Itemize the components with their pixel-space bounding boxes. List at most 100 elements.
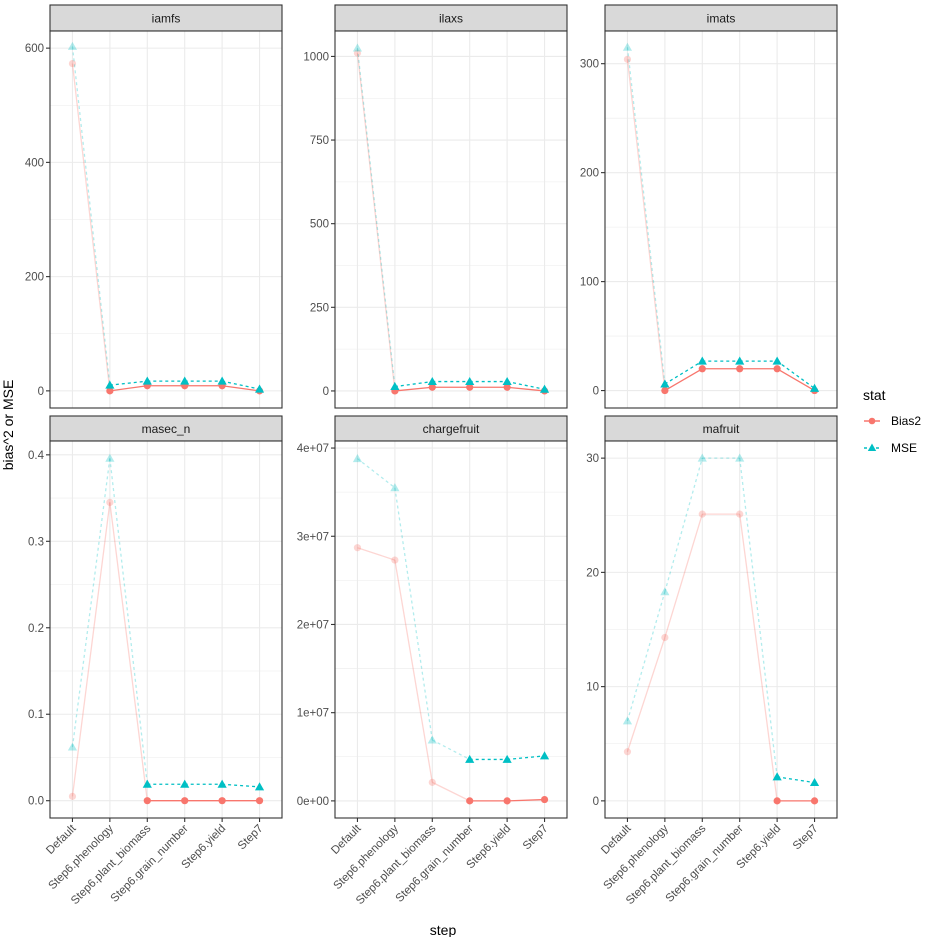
y-tick-label: 1e+07 (297, 708, 329, 720)
legend-item-mse: MSE (864, 441, 917, 455)
y-tick-label: 10 (586, 682, 599, 694)
panel-background (605, 31, 837, 408)
data-point-mse (217, 376, 227, 385)
series-segment (776, 360, 815, 389)
data-point-bias2 (698, 510, 706, 518)
data-point-bias2 (391, 556, 399, 564)
x-tick-label: Step7 (521, 823, 551, 853)
series-segment (394, 559, 433, 783)
series-mse (352, 43, 550, 393)
data-point-bias2 (773, 797, 781, 805)
series-mse (67, 41, 265, 393)
series-segment (777, 776, 815, 784)
panel-mafruit: mafruit0102030DefaultStep6.phenologyStep… (586, 415, 838, 907)
y-tick-label: 4e+07 (297, 443, 329, 455)
data-point-bias2 (623, 748, 632, 756)
data-point-bias2 (68, 792, 77, 800)
data-point-bias2 (466, 797, 474, 805)
series-segment (109, 385, 148, 392)
x-tick-label: Default (599, 822, 634, 857)
y-tick-label: 0e+00 (297, 796, 329, 808)
x-tick-label: Step6.grain_number (664, 823, 746, 905)
panel-imats: imats 0 100 200 300 (580, 4, 838, 409)
x-axis-title: step (430, 922, 457, 937)
panel-border (604, 440, 838, 819)
facet-strip (49, 4, 283, 32)
facet-strip-label: masec_n (142, 422, 191, 436)
data-point-bias2 (68, 59, 77, 68)
series-mse (67, 453, 265, 791)
facet-strip (49, 415, 283, 442)
y-tick-label: 3e+07 (297, 531, 329, 543)
y-tick-label: 300 (580, 59, 599, 71)
data-point-mse (105, 453, 115, 462)
data-point-mse (622, 42, 633, 51)
data-point-bias2 (218, 797, 226, 805)
series-segment (71, 458, 111, 748)
series-segment (394, 487, 433, 741)
data-point-bias2 (503, 797, 511, 805)
data-point-mse (809, 777, 820, 787)
series-segment (357, 547, 396, 561)
legend-key-mse-point (867, 443, 877, 451)
panels-layer: iamfs0200400600ilaxs02505007501000imats0… (25, 4, 838, 907)
y-tick-label: 0.0 (28, 796, 44, 808)
series-segment (71, 46, 111, 386)
data-point-mse (390, 381, 400, 391)
panel-background (50, 441, 282, 818)
series-segment (506, 380, 545, 390)
panel-ilaxs: ilaxs 0 250 500 750 1000 (303, 4, 568, 409)
legend-key-bias2-point (868, 417, 876, 425)
data-point-mse (67, 742, 78, 751)
data-point-mse (735, 356, 745, 365)
series-segment (109, 502, 148, 801)
panel-masec-n: masec_n 0.0 0.1 0.2 0.3 0.4 DefaultStep6.pheno… (28, 415, 283, 907)
legend-label-mse: MSE (891, 441, 917, 455)
data-point-bias2 (540, 795, 549, 804)
x-tick-label: Step6.phenology (331, 822, 401, 892)
y-tick-label: 30 (586, 453, 599, 465)
series-segment (221, 380, 260, 390)
data-point-mse (142, 376, 152, 385)
series-segment (626, 637, 666, 752)
series-mse (352, 454, 550, 763)
x-tick-label: Step6.grain_number (109, 823, 191, 905)
series-segment (109, 380, 148, 386)
y-tick-label: 200 (580, 168, 599, 180)
series-segment (71, 63, 111, 391)
panel-border (49, 440, 283, 819)
panel-border (334, 30, 568, 409)
data-point-mse (539, 384, 550, 393)
data-point-bias2 (466, 383, 474, 391)
y-tick-label: 500 (310, 219, 329, 231)
y-tick-label: 0.4 (28, 450, 45, 462)
data-point-bias2 (503, 383, 511, 391)
series-segment (664, 457, 703, 592)
y-tick-label: 0 (38, 386, 44, 398)
y-tick-label: 2e+07 (297, 619, 329, 631)
y-tick-label: 1000 (303, 51, 329, 63)
data-point-mse (142, 779, 152, 788)
series-segment (664, 368, 703, 392)
y-tick-label: 0 (323, 386, 329, 398)
data-point-mse (660, 379, 670, 388)
series-bias2 (623, 510, 819, 805)
x-tick-label: Default (44, 822, 79, 857)
panel-background (335, 441, 567, 818)
data-point-mse (217, 779, 227, 788)
y-tick-label: 750 (310, 135, 329, 147)
y-tick-label: 250 (310, 302, 329, 314)
data-point-mse (502, 754, 512, 763)
data-point-mse (735, 453, 745, 462)
y-tick-label: 0.2 (28, 623, 44, 635)
data-point-mse (660, 587, 670, 596)
data-point-mse (772, 356, 782, 365)
series-segment (507, 755, 545, 761)
data-point-bias2 (661, 386, 669, 395)
series-bias2 (353, 544, 549, 805)
data-point-mse (67, 41, 78, 50)
series-segment (222, 385, 260, 392)
series-segment (356, 53, 396, 392)
legend: stat Bias2 MSE (863, 387, 921, 455)
legend-title: stat (863, 387, 886, 403)
